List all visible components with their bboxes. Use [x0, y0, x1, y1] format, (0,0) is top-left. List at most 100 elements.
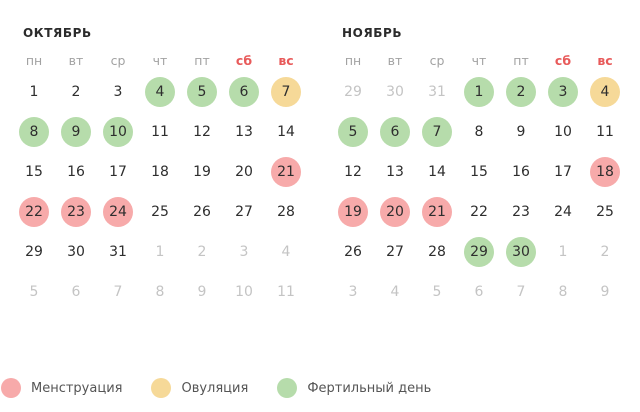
day-cell-ovulation[interactable]: 4 [584, 72, 626, 112]
day-cell-other-month[interactable]: 9 [584, 272, 626, 312]
day-cell-other-month[interactable]: 1 [139, 232, 181, 272]
day-cell-other-month[interactable]: 6 [458, 272, 500, 312]
day-cell-fertile[interactable]: 30 [500, 232, 542, 272]
day-cell[interactable]: 12 [181, 112, 223, 152]
day-cell[interactable]: 15 [13, 152, 55, 192]
day-cell[interactable]: 8 [458, 112, 500, 152]
day-cell-other-month[interactable]: 2 [181, 232, 223, 272]
day-cell[interactable]: 16 [55, 152, 97, 192]
weekday-label: пт [194, 53, 210, 68]
day-number: 5 [432, 284, 442, 300]
day-cell-other-month[interactable]: 8 [139, 272, 181, 312]
day-cell[interactable]: 24 [542, 192, 584, 232]
day-cell[interactable]: 15 [458, 152, 500, 192]
day-cell-menstruation[interactable]: 24 [97, 192, 139, 232]
day-cell[interactable]: 16 [500, 152, 542, 192]
day-cell[interactable]: 14 [416, 152, 458, 192]
day-number: 24 [103, 197, 133, 227]
day-cell-menstruation[interactable]: 22 [13, 192, 55, 232]
day-cell[interactable]: 22 [458, 192, 500, 232]
day-cell[interactable]: 10 [542, 112, 584, 152]
weekday-label: вт [387, 53, 403, 68]
day-cell[interactable]: 2 [55, 72, 97, 112]
day-cell[interactable]: 9 [500, 112, 542, 152]
day-cell-fertile[interactable]: 4 [139, 72, 181, 112]
day-cell-menstruation[interactable]: 19 [332, 192, 374, 232]
day-cell-other-month[interactable]: 5 [13, 272, 55, 312]
legend-label: Менструация [31, 380, 123, 396]
day-cell[interactable]: 1 [13, 72, 55, 112]
day-cell-menstruation[interactable]: 21 [416, 192, 458, 232]
day-cell-fertile[interactable]: 3 [542, 72, 584, 112]
day-cell[interactable]: 26 [181, 192, 223, 232]
day-cell-fertile[interactable]: 7 [416, 112, 458, 152]
day-cell[interactable]: 3 [97, 72, 139, 112]
day-cell-other-month[interactable]: 7 [500, 272, 542, 312]
day-cell-ovulation[interactable]: 7 [265, 72, 307, 112]
day-cell-fertile[interactable]: 29 [458, 232, 500, 272]
day-cell[interactable]: 13 [374, 152, 416, 192]
day-cell[interactable]: 28 [416, 232, 458, 272]
day-cell-fertile[interactable]: 2 [500, 72, 542, 112]
day-cell[interactable]: 20 [223, 152, 265, 192]
week-row: 26 27 28 29 30 1 2 [332, 232, 626, 272]
day-cell[interactable]: 27 [223, 192, 265, 232]
day-cell-fertile[interactable]: 10 [97, 112, 139, 152]
day-cell[interactable]: 17 [97, 152, 139, 192]
day-cell-menstruation[interactable]: 18 [584, 152, 626, 192]
day-cell[interactable]: 18 [139, 152, 181, 192]
day-cell-fertile[interactable]: 1 [458, 72, 500, 112]
day-cell[interactable]: 19 [181, 152, 223, 192]
day-cell-other-month[interactable]: 3 [332, 272, 374, 312]
day-cell[interactable]: 25 [584, 192, 626, 232]
week-row: 19 20 21 22 23 24 25 [332, 192, 626, 232]
day-cell-other-month[interactable]: 4 [374, 272, 416, 312]
day-cell[interactable]: 13 [223, 112, 265, 152]
day-cell-other-month[interactable]: 9 [181, 272, 223, 312]
day-cell-other-month[interactable]: 31 [416, 72, 458, 112]
day-cell-fertile[interactable]: 8 [13, 112, 55, 152]
day-cell-other-month[interactable]: 6 [55, 272, 97, 312]
day-cell-fertile[interactable]: 5 [181, 72, 223, 112]
day-cell-other-month[interactable]: 10 [223, 272, 265, 312]
day-cell-other-month[interactable]: 7 [97, 272, 139, 312]
day-cell[interactable]: 11 [139, 112, 181, 152]
day-cell[interactable]: 28 [265, 192, 307, 232]
day-cell-menstruation[interactable]: 23 [55, 192, 97, 232]
day-cell[interactable]: 12 [332, 152, 374, 192]
day-cell-fertile[interactable]: 9 [55, 112, 97, 152]
day-cell-other-month[interactable]: 30 [374, 72, 416, 112]
day-cell[interactable]: 26 [332, 232, 374, 272]
month-grid: пн вт ср чт пт сб вс 29 30 31 1 2 3 4 5 6 7 8 9 10 11 12 13 14 1… [332, 50, 626, 312]
day-cell-fertile[interactable]: 5 [332, 112, 374, 152]
day-cell-menstruation[interactable]: 20 [374, 192, 416, 232]
day-cell-other-month[interactable]: 5 [416, 272, 458, 312]
day-cell-other-month[interactable]: 4 [265, 232, 307, 272]
day-cell-fertile[interactable]: 6 [223, 72, 265, 112]
day-cell[interactable]: 30 [55, 232, 97, 272]
day-cell-other-month[interactable]: 29 [332, 72, 374, 112]
day-number: 19 [338, 197, 368, 227]
day-cell[interactable]: 27 [374, 232, 416, 272]
day-number: 9 [600, 284, 610, 300]
day-cell-fertile[interactable]: 6 [374, 112, 416, 152]
day-number: 3 [239, 244, 249, 260]
day-cell-menstruation[interactable]: 21 [265, 152, 307, 192]
day-cell-other-month[interactable]: 11 [265, 272, 307, 312]
day-number: 14 [428, 164, 446, 180]
day-number: 9 [516, 124, 526, 140]
day-cell[interactable]: 11 [584, 112, 626, 152]
day-cell[interactable]: 29 [13, 232, 55, 272]
day-cell-other-month[interactable]: 1 [542, 232, 584, 272]
day-cell[interactable]: 25 [139, 192, 181, 232]
day-cell[interactable]: 31 [97, 232, 139, 272]
day-number: 15 [25, 164, 43, 180]
day-cell-other-month[interactable]: 8 [542, 272, 584, 312]
day-cell[interactable]: 23 [500, 192, 542, 232]
day-cell-other-month[interactable]: 3 [223, 232, 265, 272]
day-cell[interactable]: 14 [265, 112, 307, 152]
day-number: 17 [554, 164, 572, 180]
day-number: 8 [19, 117, 49, 147]
day-cell-other-month[interactable]: 2 [584, 232, 626, 272]
day-cell[interactable]: 17 [542, 152, 584, 192]
